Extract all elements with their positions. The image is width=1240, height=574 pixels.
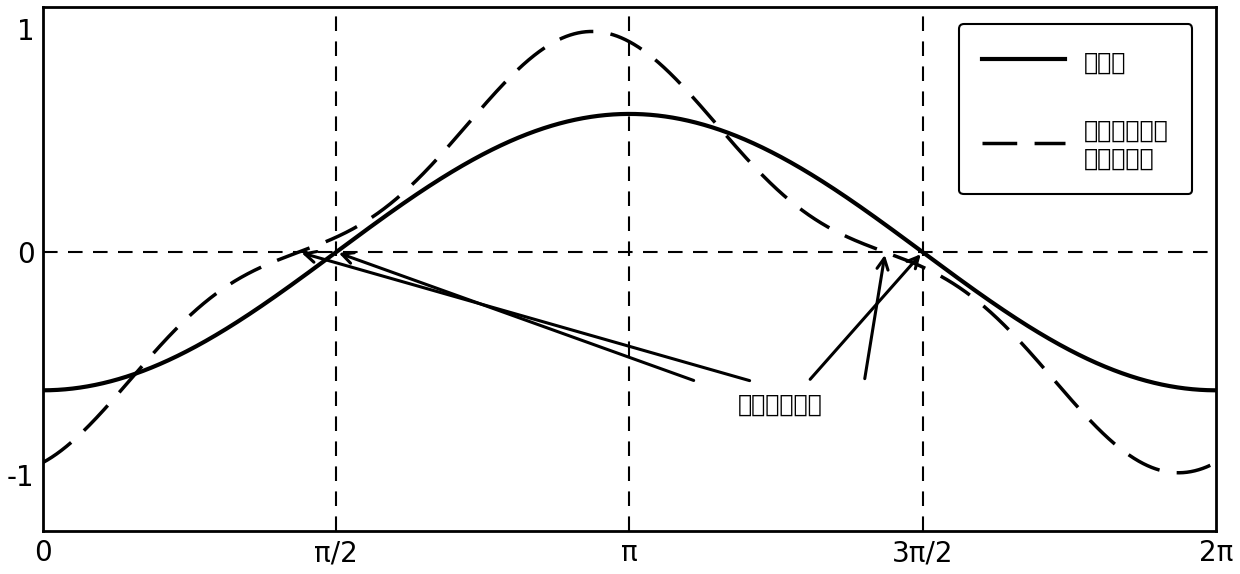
加入零序分量
后的调制波 (536, 45, 551, 52)
调制波 (1059, 345, 1074, 352)
调制波 (485, 146, 500, 153)
调制波 (1185, 386, 1200, 393)
调制波 (621, 110, 636, 117)
调制波 (239, 313, 254, 320)
调制波 (536, 125, 551, 131)
加入零序分量
后的调制波 (485, 92, 500, 99)
加入零序分量
后的调制波 (239, 271, 254, 278)
调制波 (1209, 387, 1224, 394)
加入零序分量
后的调制波 (1187, 468, 1202, 475)
加入零序分量
后的调制波 (1059, 391, 1074, 398)
调制波 (169, 353, 184, 360)
Line: 加入零序分量
后的调制波: 加入零序分量 后的调制波 (43, 32, 1216, 473)
Line: 调制波: 调制波 (43, 114, 1216, 390)
调制波 (36, 387, 51, 394)
加入零序分量
后的调制波 (36, 459, 51, 466)
加入零序分量
后的调制波 (169, 325, 184, 332)
加入零序分量
后的调制波 (584, 28, 599, 35)
Text: 调制波偏移角: 调制波偏移角 (738, 393, 822, 417)
Legend: 调制波, 加入零序分量
后的调制波: 调制波, 加入零序分量 后的调制波 (959, 24, 1193, 195)
加入零序分量
后的调制波 (1209, 459, 1224, 466)
加入零序分量
后的调制波 (1172, 470, 1187, 476)
